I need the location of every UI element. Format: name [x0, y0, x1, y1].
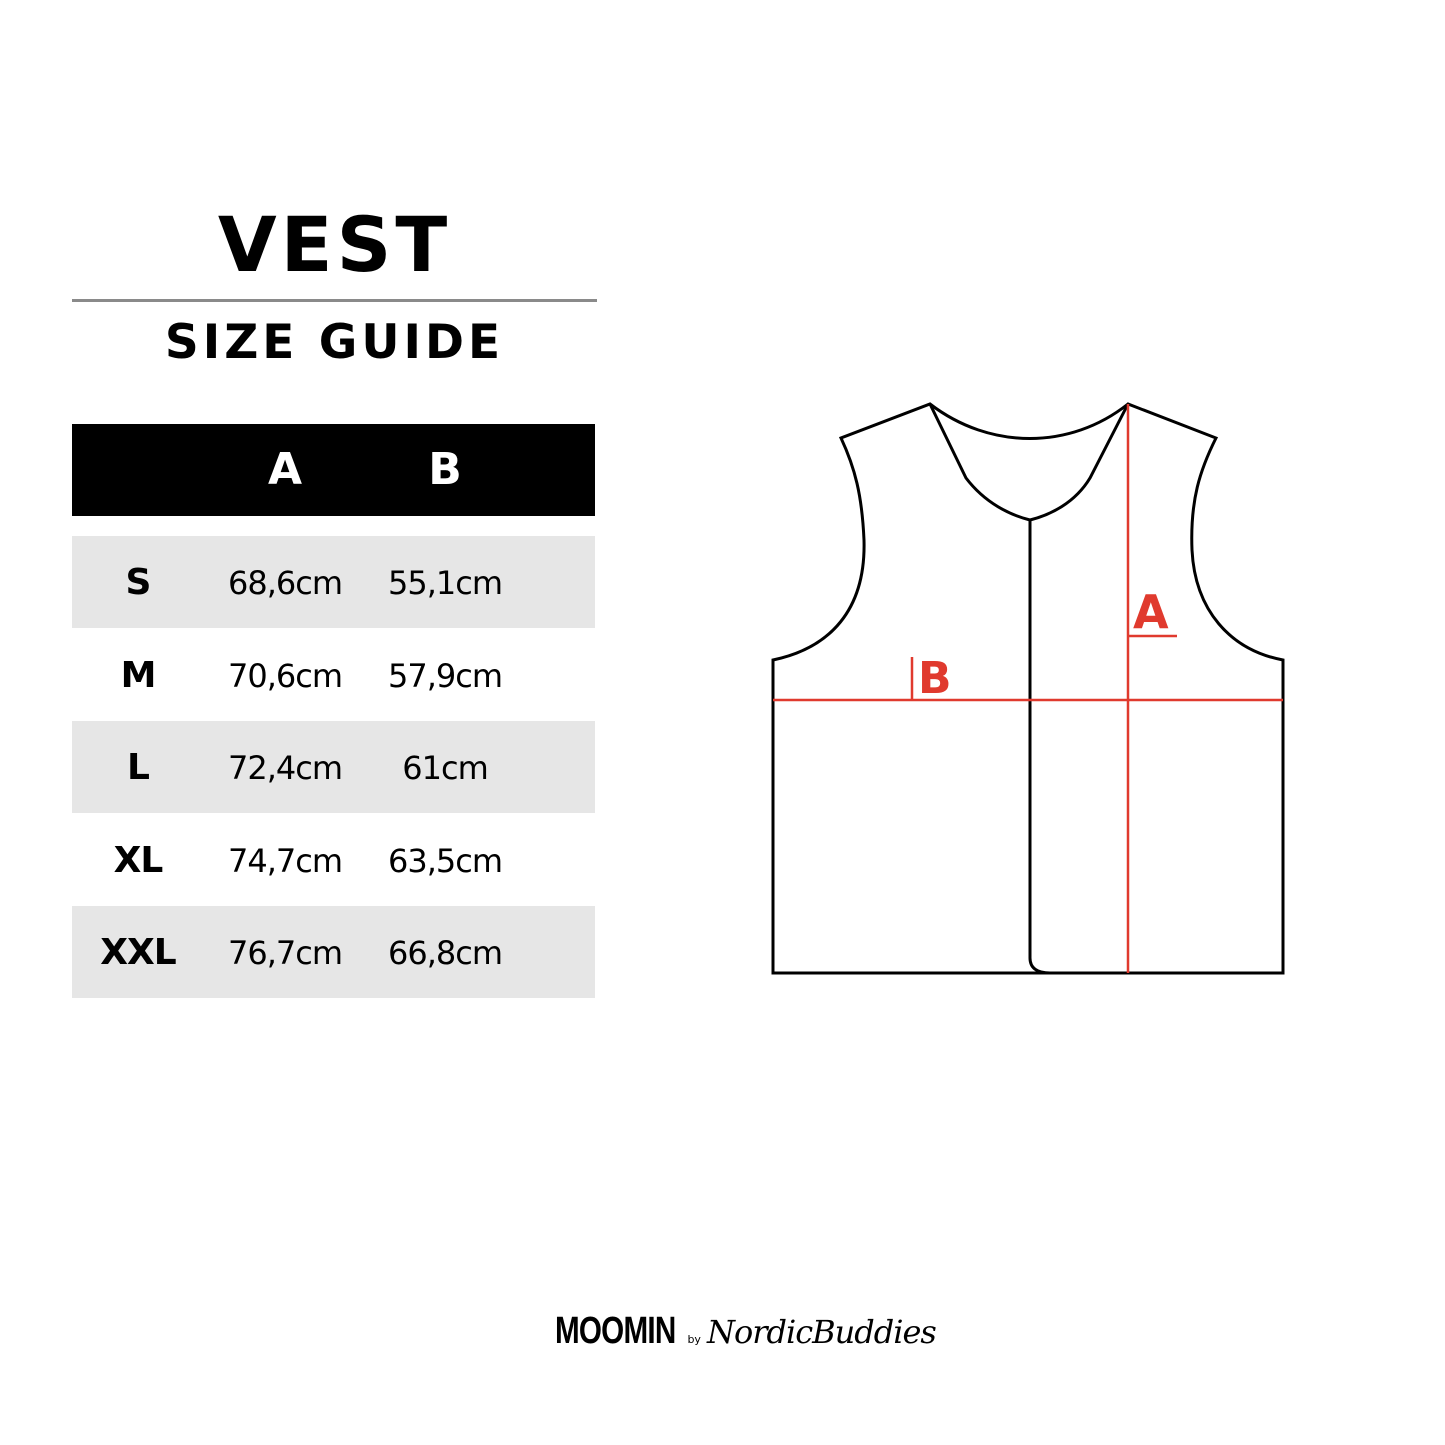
page-subtitle: SIZE GUIDE: [164, 315, 505, 370]
b-cell: 61cm: [402, 749, 488, 788]
b-cell: 63,5cm: [387, 841, 503, 880]
size-cell: M: [120, 654, 157, 696]
size-cell: S: [125, 562, 152, 603]
brand-logo: MOOMIN by NordicBuddies: [555, 1310, 937, 1360]
label-a: A: [1133, 585, 1169, 639]
table-row: XL 74,7cm 63,5cm: [72, 814, 595, 906]
b-cell: 55,1cm: [387, 564, 503, 602]
a-cell: 70,6cm: [227, 656, 343, 695]
label-b: B: [918, 653, 952, 704]
size-cell: XXL: [100, 932, 176, 974]
a-cell: 76,7cm: [227, 934, 343, 973]
vest-outline: [771, 402, 1285, 975]
divider: [72, 299, 597, 302]
a-cell: 72,4cm: [227, 749, 343, 788]
table-row: M 70,6cm 57,9cm: [72, 629, 595, 721]
brand-moomin: MOOMIN: [555, 1310, 676, 1352]
table-row: XXL 76,7cm 66,8cm: [72, 906, 595, 999]
table-header: A B: [72, 424, 595, 516]
a-cell: 68,6cm: [227, 564, 343, 602]
brand-by: by: [687, 1333, 701, 1346]
column-header-a: A: [267, 444, 303, 495]
size-cell: XL: [113, 839, 164, 881]
brand-nordicbuddies: NordicBuddies: [706, 1313, 937, 1351]
b-cell: 66,8cm: [387, 934, 503, 973]
a-cell: 74,7cm: [227, 841, 343, 880]
table-row: S 68,6cm 55,1cm: [72, 536, 595, 628]
vest-center-seam: [1028, 520, 1051, 975]
b-cell: 57,9cm: [387, 656, 503, 695]
table-row: L 72,4cm 61cm: [72, 721, 595, 814]
column-header-b: B: [428, 444, 462, 495]
page-title: VEST: [217, 200, 452, 289]
size-cell: L: [127, 747, 150, 789]
